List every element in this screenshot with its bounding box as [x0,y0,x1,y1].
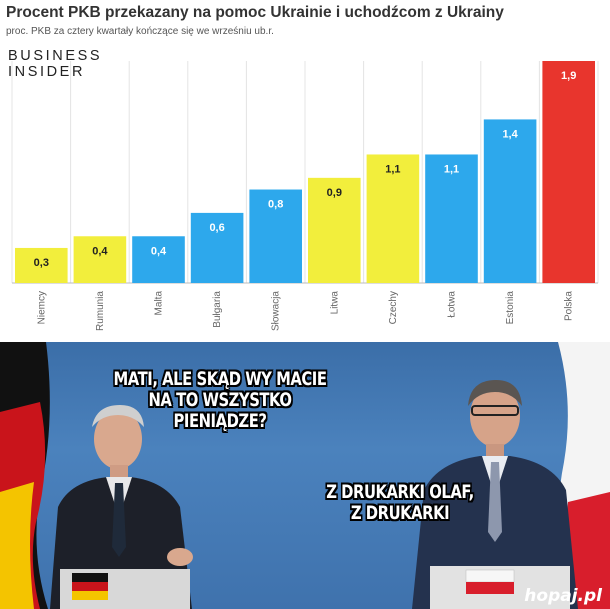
bar-litwa [308,177,361,283]
x-tick-label: Estonia [505,291,516,325]
bar-value-label: 1,9 [561,70,576,82]
bar-malta [132,236,185,283]
x-tick-label: Czechy [388,291,399,324]
bar-value-label: 0,4 [92,245,108,257]
caption-left-line: PIENIĄDZE? [173,410,267,432]
caption-right-line: Z DRUKARKI [350,502,450,524]
bar-bułgaria [190,212,244,283]
bar-słowacja [249,189,302,283]
bar-value-label: 0,8 [268,199,283,211]
x-tick-label: Litwa [329,291,340,315]
bar-value-label: 0,4 [151,245,167,257]
chart-subtitle: proc. PKB za cztery kwartały kończące si… [6,26,274,37]
meme-photo: MATI, ALE SKĄD WY MACIE NA TO WSZYSTKO P… [0,342,610,609]
left-lectern [60,569,190,609]
x-tick-label: Rumunia [95,291,106,331]
hopaj-watermark: hopaj.pl [524,586,602,606]
german-flag [0,342,50,609]
bar-value-label: 0,9 [327,187,342,199]
bar-value-label: 1,4 [502,128,518,140]
x-tick-label: Niemcy [36,291,47,324]
bar-value-label: 1,1 [444,163,459,175]
bar-niemcy [15,247,68,283]
x-tick-label: Słowacja [271,291,282,331]
x-tick-label: Bułgaria [212,291,223,328]
brand-line-1: BUSINESS [8,48,103,64]
x-tick-label: Polska [564,291,575,321]
bar-value-label: 0,6 [209,222,224,234]
polish-flag [557,342,610,609]
bar-rumunia [73,236,127,283]
brand-line-2: INSIDER [8,64,86,80]
chart-panel: 0,3 Niemcy 0,4 Rumunia 0,4 Malta 0,6 Bułgaria 0,… [6,4,599,332]
bar-value-label: 0,3 [34,257,49,269]
bar-value-label: 1,1 [385,163,400,175]
bar-estonia [483,119,537,283]
business-insider-logo: BUSINESS INSIDER [8,48,102,80]
right-lectern [430,566,570,609]
watermark-text: hopaj [524,586,578,606]
bar-łotwa [425,154,478,283]
caption-right: Z DRUKARKI OLAF, Z DRUKARKI [314,482,486,524]
chart-title: Procent PKB przekazany na pomoc Ukrainie… [6,4,504,21]
caption-left-line: NA TO WSZYSTKO [148,389,292,411]
caption-right-line: Z DRUKARKI OLAF, [326,481,474,503]
caption-left-line: MATI, ALE SKĄD WY MACIE [113,368,327,390]
watermark-suffix: .pl [577,586,602,606]
bar-chart: 0,3 Niemcy 0,4 Rumunia 0,4 Malta 0,6 Bułgaria 0,… [11,61,599,331]
bar-polska [542,61,595,283]
x-tick-label: Malta [154,291,165,316]
bar-czechy [366,154,420,283]
caption-left: MATI, ALE SKĄD WY MACIE NA TO WSZYSTKO P… [111,369,329,432]
x-tick-label: Łotwa [447,291,458,318]
